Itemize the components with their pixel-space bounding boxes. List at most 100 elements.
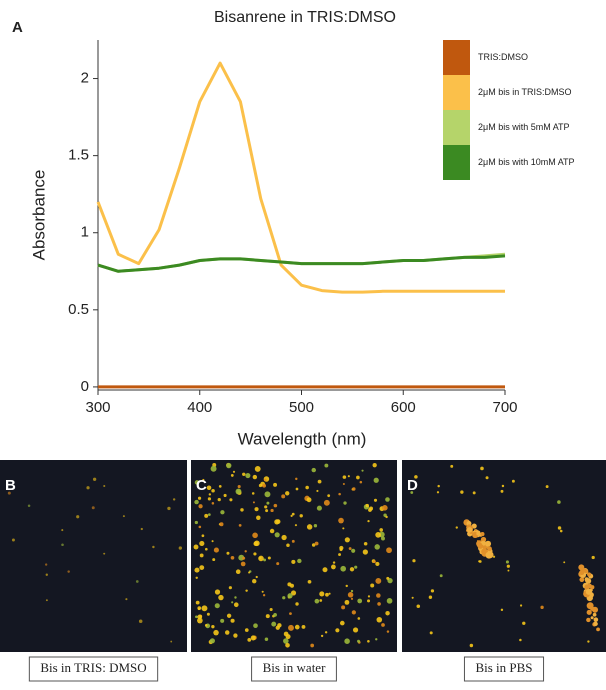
particle bbox=[237, 485, 241, 489]
particle bbox=[472, 491, 476, 495]
particle bbox=[340, 565, 347, 572]
particle bbox=[540, 605, 544, 610]
particle bbox=[357, 598, 363, 604]
particle bbox=[386, 597, 393, 604]
particle bbox=[194, 499, 199, 505]
particle bbox=[327, 494, 331, 498]
particle bbox=[228, 586, 232, 590]
particle bbox=[307, 579, 312, 584]
particle bbox=[361, 469, 364, 472]
aggregate bbox=[585, 588, 592, 595]
particle bbox=[140, 527, 143, 531]
particle bbox=[299, 514, 303, 518]
particle bbox=[416, 604, 421, 609]
legend-swatch bbox=[443, 75, 470, 110]
caption-box bbox=[463, 656, 545, 682]
particle bbox=[367, 599, 371, 603]
particle bbox=[274, 532, 280, 538]
particle bbox=[289, 612, 292, 615]
particle bbox=[501, 484, 505, 488]
particle bbox=[207, 497, 212, 501]
particle bbox=[288, 624, 294, 631]
particle bbox=[258, 555, 264, 562]
particle bbox=[367, 639, 370, 643]
particle bbox=[256, 515, 261, 520]
particle bbox=[264, 637, 269, 642]
particle bbox=[230, 618, 235, 623]
particle bbox=[362, 549, 368, 555]
particle bbox=[235, 569, 241, 575]
particle bbox=[385, 515, 388, 519]
legend-label: 2μM bis in TRIS:DMSO bbox=[478, 87, 572, 97]
particle bbox=[430, 589, 435, 593]
particle bbox=[460, 490, 464, 494]
particle bbox=[197, 608, 201, 611]
particle bbox=[252, 474, 258, 480]
particle bbox=[294, 524, 298, 527]
particle bbox=[193, 544, 199, 550]
particle bbox=[352, 487, 356, 491]
particle bbox=[245, 589, 248, 592]
particle bbox=[500, 489, 504, 493]
particle bbox=[219, 522, 224, 527]
particle bbox=[373, 498, 378, 502]
particle bbox=[226, 462, 232, 469]
particle bbox=[253, 623, 258, 629]
particle bbox=[195, 615, 198, 619]
particle bbox=[213, 629, 219, 636]
particle bbox=[305, 485, 309, 490]
micrograph bbox=[402, 460, 606, 652]
particle bbox=[92, 477, 97, 481]
particle bbox=[61, 543, 64, 547]
y-tick-label: 2 bbox=[81, 70, 89, 87]
particle bbox=[152, 545, 155, 549]
x-tick-label: 600 bbox=[391, 399, 416, 416]
particle bbox=[350, 597, 354, 600]
particle bbox=[244, 550, 247, 553]
chart-title: Bisanrene in TRIS:DMSO bbox=[214, 9, 396, 26]
particle bbox=[492, 555, 496, 558]
aggregate bbox=[485, 551, 493, 559]
particle bbox=[339, 548, 343, 552]
particle bbox=[480, 466, 484, 471]
particle bbox=[335, 628, 340, 633]
particle bbox=[240, 508, 244, 512]
particle bbox=[385, 611, 390, 616]
particle bbox=[379, 528, 384, 532]
caption: Bis in TRIS: DMSO bbox=[40, 660, 146, 675]
particle bbox=[61, 529, 64, 532]
particle bbox=[342, 482, 345, 486]
particle bbox=[252, 532, 258, 539]
particle bbox=[172, 498, 176, 501]
particle bbox=[267, 556, 271, 560]
particle bbox=[275, 519, 281, 524]
particle bbox=[382, 504, 388, 511]
particle bbox=[313, 524, 318, 528]
particle bbox=[375, 638, 378, 641]
particle bbox=[295, 602, 299, 606]
particle bbox=[220, 618, 225, 623]
particle bbox=[217, 497, 221, 502]
particle bbox=[281, 534, 287, 541]
particle bbox=[206, 612, 210, 616]
legend-label: 2μM bis with 5mM ATP bbox=[478, 122, 570, 132]
particle bbox=[376, 593, 381, 598]
particle bbox=[281, 494, 286, 499]
particle bbox=[359, 480, 363, 484]
particle bbox=[331, 564, 336, 570]
particle bbox=[386, 547, 392, 554]
particle bbox=[317, 479, 322, 484]
particle bbox=[368, 508, 372, 512]
particle bbox=[372, 560, 376, 564]
particle bbox=[122, 515, 125, 518]
y-tick-label: 1.5 bbox=[68, 147, 89, 164]
particle bbox=[342, 527, 345, 530]
particle bbox=[287, 593, 293, 599]
particle bbox=[320, 634, 324, 638]
particle bbox=[103, 552, 106, 555]
particle bbox=[545, 485, 549, 489]
particle bbox=[357, 639, 361, 643]
particle bbox=[314, 598, 320, 604]
particle bbox=[429, 631, 433, 635]
particle bbox=[135, 580, 139, 583]
